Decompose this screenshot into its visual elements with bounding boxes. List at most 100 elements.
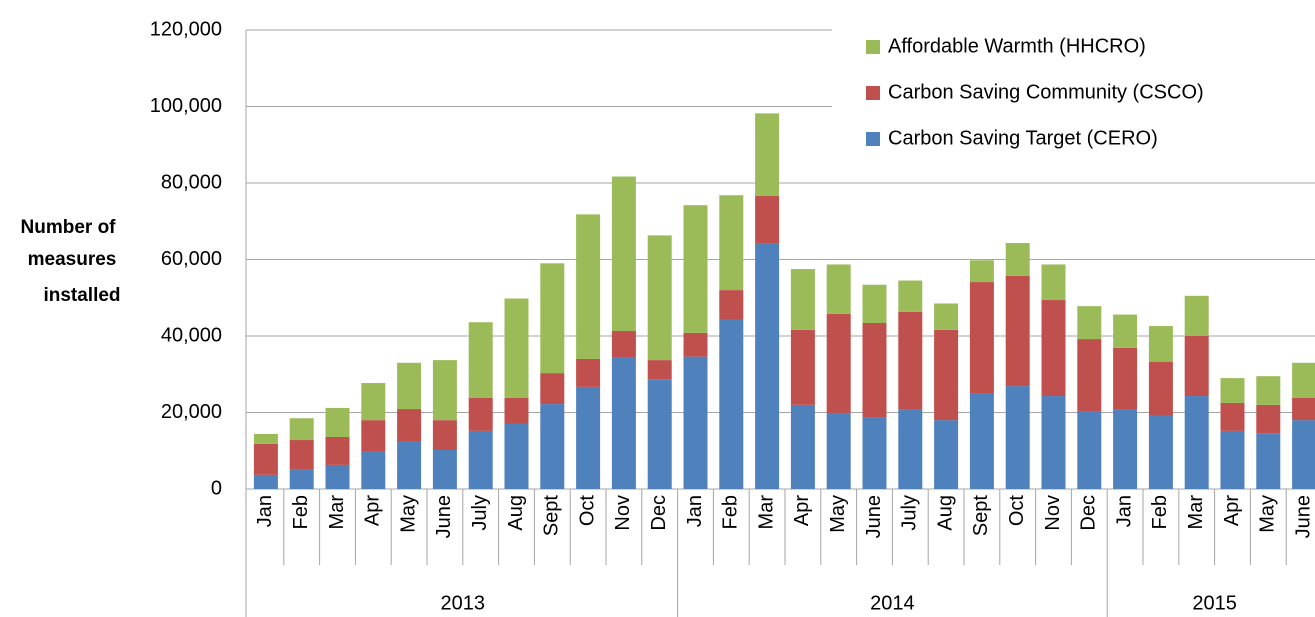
bar-segment <box>611 331 636 358</box>
bar-segment <box>325 436 350 465</box>
bar-segment <box>361 383 386 421</box>
legend-swatch <box>866 86 880 100</box>
y-axis-title: Number of measures installed <box>21 217 121 306</box>
x-tick-label: Apr <box>362 495 384 526</box>
bar-segment <box>468 322 493 398</box>
bar-segment <box>289 418 314 441</box>
bar-segment <box>934 420 959 489</box>
bar-segment <box>1256 404 1281 434</box>
x-tick-label: Oct <box>1006 495 1028 527</box>
x-tick-label: Dec <box>1078 495 1100 531</box>
bar-segment <box>647 235 672 361</box>
bar-segment <box>1292 397 1315 421</box>
bar-segment <box>504 397 529 424</box>
x-tick-label: Sept <box>970 495 992 537</box>
bar-segment <box>253 474 278 489</box>
bar-segment <box>790 269 815 330</box>
bar-segment <box>862 322 887 418</box>
bar-segment <box>898 311 923 410</box>
bar-segment <box>683 205 708 333</box>
bar-segment <box>1184 336 1209 397</box>
legend-label: Carbon Saving Community (CSCO) <box>888 81 1204 103</box>
bar-segment <box>1220 402 1245 431</box>
bar-segment <box>790 329 815 405</box>
bar-segment <box>1077 306 1102 340</box>
bar-segment <box>647 379 672 489</box>
x-tick-label: Oct <box>576 495 598 527</box>
bar-segment <box>1148 362 1173 416</box>
bar-segment <box>683 356 708 489</box>
bar-segment <box>719 290 744 320</box>
bar-segment <box>826 313 851 413</box>
y-label-line: measures <box>28 249 117 270</box>
x-tick-label: June <box>1292 495 1314 538</box>
bar-segment <box>1292 362 1315 398</box>
x-tick-label: Feb <box>290 495 312 529</box>
bar-segment <box>862 417 887 489</box>
bar-segment <box>253 433 278 444</box>
bar-segment <box>1256 433 1281 489</box>
bar-segment <box>361 420 386 452</box>
x-tick-label: Jan <box>1113 495 1135 527</box>
bar-segment <box>1005 243 1030 276</box>
bar-segment <box>468 430 493 489</box>
group-label: 2015 <box>1192 592 1237 614</box>
x-tick-label: Aug <box>505 495 527 531</box>
bar-segment <box>432 420 457 450</box>
bar-segment <box>969 392 994 489</box>
x-tick-label: June <box>433 495 455 538</box>
bar-segment <box>1148 415 1173 489</box>
bar-segment <box>1113 409 1138 489</box>
bar-segment <box>826 412 851 489</box>
y-tick-label: 0 <box>211 477 222 499</box>
bar-segment <box>468 397 493 431</box>
bar-segment <box>1077 339 1102 411</box>
bar-segment <box>1041 264 1066 301</box>
bar-segment <box>432 449 457 489</box>
bar-segment <box>934 303 959 330</box>
bar-segment <box>325 407 350 437</box>
x-tick-label: Dec <box>648 495 670 531</box>
x-tick-label: Feb <box>720 495 742 529</box>
x-tick-label: June <box>863 495 885 538</box>
x-tick-label: Jan <box>684 495 706 527</box>
bar-segment <box>397 362 422 410</box>
bar-segment <box>504 423 529 489</box>
bar-segment <box>576 386 601 489</box>
bar-segment <box>1148 326 1173 363</box>
y-tick-label: 80,000 <box>161 171 222 193</box>
legend-label: Affordable Warmth (HHCRO) <box>888 35 1146 57</box>
bar-segment <box>289 440 314 470</box>
bar-segment <box>683 332 708 357</box>
bar-segment <box>755 113 780 197</box>
group-label: 2013 <box>441 592 486 614</box>
x-tick-label: Nov <box>612 495 634 531</box>
x-tick-label: May <box>1257 495 1279 533</box>
bar-segment <box>504 298 529 398</box>
x-tick-label: July <box>899 495 921 531</box>
bar-segment <box>432 360 457 421</box>
bar-segment <box>1005 275 1030 387</box>
bar-segment <box>647 360 672 380</box>
bar-segment <box>540 263 565 374</box>
x-tick-label: Jan <box>254 495 276 527</box>
bar-segment <box>397 441 422 489</box>
x-tick-label: Mar <box>755 495 777 530</box>
bar-segment <box>934 329 959 421</box>
bar-segment <box>898 409 923 489</box>
bar-segment <box>719 195 744 291</box>
bar-segment <box>611 176 636 332</box>
x-tick-label: Mar <box>1185 495 1207 530</box>
bar-segment <box>361 451 386 489</box>
bar-segment <box>1256 376 1281 405</box>
bar-segment <box>969 260 994 283</box>
bar-segment <box>540 404 565 489</box>
bar-segment <box>611 357 636 489</box>
bar-segment <box>540 373 565 405</box>
x-tick-label: Feb <box>1149 495 1171 529</box>
bar-segment <box>1220 378 1245 403</box>
legend-swatch <box>866 40 880 54</box>
bar-segment <box>1113 314 1138 348</box>
bar-segment <box>1113 347 1138 410</box>
